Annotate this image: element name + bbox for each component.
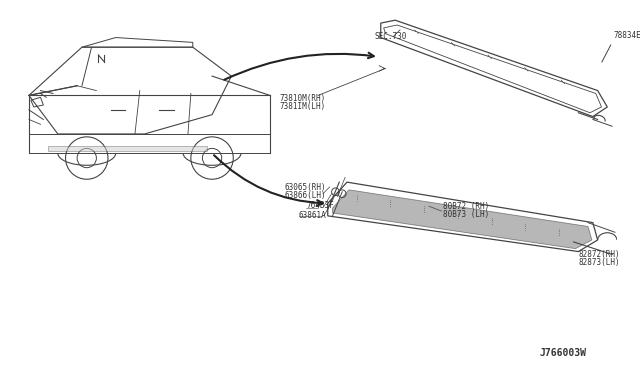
Text: 78834E: 78834E (613, 32, 640, 41)
Polygon shape (333, 190, 592, 248)
Polygon shape (48, 147, 207, 151)
Text: 80B72 (RH): 80B72 (RH) (444, 202, 490, 211)
Text: 764B3F: 764B3F (307, 201, 334, 210)
Text: 7381IM(LH): 7381IM(LH) (280, 102, 326, 111)
Text: 73810M(RH): 73810M(RH) (280, 94, 326, 103)
Text: 82873(LH): 82873(LH) (579, 258, 620, 267)
Text: 63065(RH): 63065(RH) (284, 183, 326, 192)
Text: 63861A: 63861A (299, 211, 326, 220)
Text: 80B73 (LH): 80B73 (LH) (444, 210, 490, 219)
Text: 63866(LH): 63866(LH) (284, 190, 326, 199)
Text: SEC.730: SEC.730 (374, 32, 406, 42)
Text: 82872(RH): 82872(RH) (579, 250, 620, 259)
Text: J766003W: J766003W (540, 348, 587, 357)
